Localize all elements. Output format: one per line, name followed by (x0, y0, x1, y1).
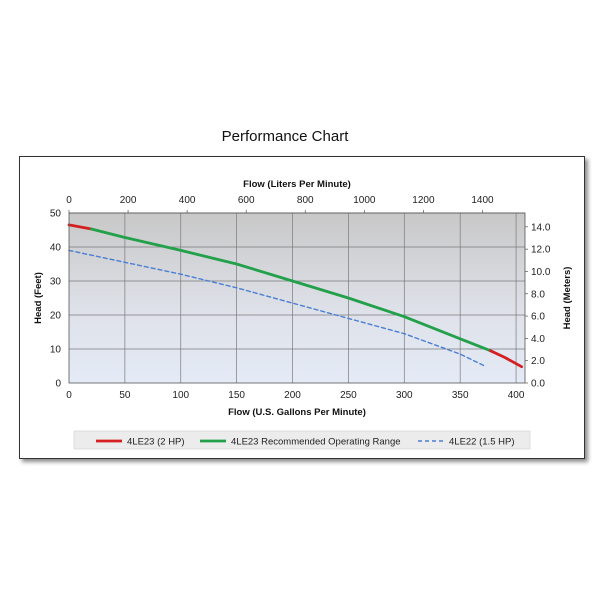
y2-tick-label: 4.0 (531, 334, 545, 345)
y2-tick-label: 12.0 (531, 245, 551, 256)
y-tick-label: 10 (50, 345, 62, 356)
x-tick-label: 150 (228, 390, 245, 401)
tick-labels: 0 50 100 150 200 250 300 350 400 0 10 20 30 40 50 0 200 4… (50, 195, 551, 401)
y2-axis-title: Head (Meters) (562, 267, 573, 330)
chart-title: Performance Chart (221, 128, 349, 145)
legend: 4LE23 (2 HP) 4LE23 Recommended Operating … (96, 437, 514, 448)
x2-axis-title: Flow (Liters Per Minute) (243, 179, 351, 190)
x-axis-title: Flow (U.S. Gallons Per Minute) (228, 407, 366, 418)
y-tick-label: 0 (55, 379, 61, 390)
x-tick-label: 250 (340, 390, 357, 401)
x2-tick-label: 1000 (353, 195, 376, 206)
y-tick-label: 30 (50, 277, 62, 288)
x2-tick-label: 600 (238, 195, 255, 206)
y2-tick-label: 14.0 (531, 222, 551, 233)
y-tick-label: 40 (50, 243, 62, 254)
x2-tick-label: 200 (120, 195, 137, 206)
x-tick-label: 100 (172, 390, 189, 401)
y2-tick-label: 8.0 (531, 289, 545, 300)
series-lines (67, 223, 524, 369)
series-line-2 (68, 249, 486, 367)
plot-border (68, 212, 526, 384)
legend-label-0: 4LE23 (2 HP) (127, 437, 185, 448)
x2-tick-label: 800 (297, 195, 314, 206)
y2-tick-label: 6.0 (531, 312, 545, 323)
x2-tick-label: 0 (66, 195, 72, 206)
series-line-0 (67, 223, 93, 231)
y-tick-label: 50 (50, 209, 62, 220)
performance-chart: 0 50 100 150 200 250 300 350 400 0 10 20 30 40 50 0 200 4… (33, 179, 573, 450)
x-tick-label: 200 (284, 390, 301, 401)
y-tick-label: 20 (50, 311, 62, 322)
x-tick-label: 400 (508, 390, 525, 401)
y2-tick-label: 2.0 (531, 356, 545, 367)
x2-tick-label: 1200 (412, 195, 435, 206)
legend-label-2: 4LE22 (1.5 HP) (449, 437, 514, 448)
legend-label-1: 4LE23 Recommended Operating Range (231, 437, 401, 448)
x2-tick-label: 1400 (471, 195, 494, 206)
x2-tick-label: 400 (179, 195, 196, 206)
legend-box (73, 430, 531, 450)
x-tick-label: 300 (396, 390, 413, 401)
series-line-1 (90, 227, 492, 353)
y2-tick-label: 10.0 (531, 267, 551, 278)
plot-area (69, 213, 525, 383)
series-line-3 (488, 349, 524, 369)
y-axis-title: Head (Feet) (33, 272, 44, 324)
x-tick-label: 350 (452, 390, 469, 401)
y2-tick-label: 0.0 (531, 379, 545, 390)
x-tick-label: 0 (66, 390, 72, 401)
chart-frame: 0 50 100 150 200 250 300 350 400 0 10 20 30 40 50 0 200 4… (19, 156, 585, 459)
x-tick-label: 50 (119, 390, 131, 401)
